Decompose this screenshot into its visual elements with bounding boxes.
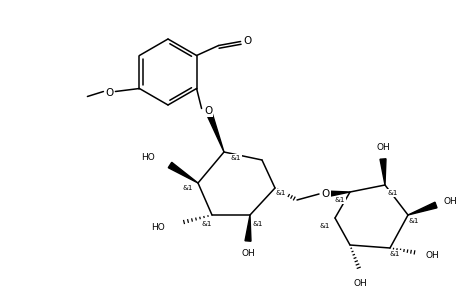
Text: &1: &1 — [252, 221, 263, 227]
Text: O: O — [204, 106, 212, 117]
Text: OH: OH — [424, 252, 438, 260]
Text: OH: OH — [352, 278, 366, 288]
Polygon shape — [168, 162, 198, 183]
Text: &1: &1 — [275, 190, 286, 196]
Text: HO: HO — [151, 222, 165, 232]
Text: HO: HO — [141, 152, 155, 162]
Text: O: O — [105, 88, 113, 98]
Text: OH: OH — [376, 143, 389, 151]
Polygon shape — [325, 191, 349, 197]
Polygon shape — [379, 159, 385, 185]
Text: &1: &1 — [334, 197, 345, 203]
Text: &1: &1 — [389, 251, 399, 257]
Text: &1: &1 — [201, 221, 212, 227]
Text: &1: &1 — [230, 155, 241, 161]
Text: &1: &1 — [182, 185, 193, 191]
Text: &1: &1 — [387, 190, 397, 196]
Text: O: O — [321, 189, 329, 199]
Polygon shape — [245, 215, 250, 241]
Text: OH: OH — [241, 248, 254, 258]
Polygon shape — [407, 202, 436, 215]
Text: &1: &1 — [319, 223, 329, 229]
Text: &1: &1 — [408, 218, 418, 224]
Text: OH: OH — [442, 196, 456, 206]
Polygon shape — [205, 110, 224, 152]
Text: O: O — [243, 35, 251, 46]
